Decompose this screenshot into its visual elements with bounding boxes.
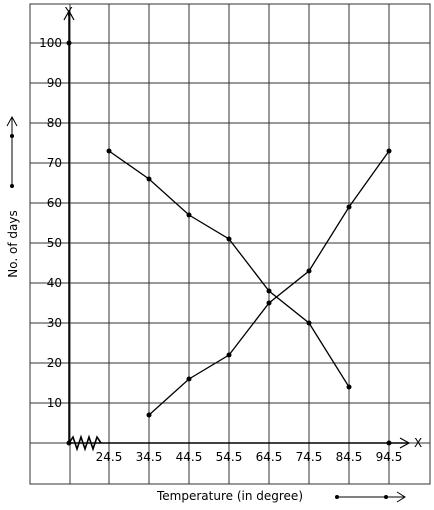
data-point [306,320,312,326]
y-tick-label: 90 [47,76,62,90]
data-point [226,236,232,242]
axes [63,9,411,449]
data-point [346,204,352,210]
data-point [346,384,352,390]
y-tick-label: 100 [39,36,62,50]
grid [30,4,430,484]
data-point [266,288,272,294]
x-tick-label: 54.5 [216,450,243,464]
data-point [186,212,192,218]
x-tick-label: 74.5 [296,450,323,464]
y-tick-label: 20 [47,356,62,370]
x-tick-label: 84.5 [336,450,363,464]
y-axis-letter: Y [64,5,73,19]
y-direction-arrow-icon [6,115,18,188]
x-tick-label: 94.5 [376,450,403,464]
y-tick-label: 10 [47,396,62,410]
x-axis-label: Temperature (in degree) [156,489,303,503]
data-point [146,412,152,418]
data-point [266,300,272,306]
y-tick-label: 30 [47,316,62,330]
data-point [146,176,152,182]
x-axis-letter: X [414,436,422,450]
data-point [186,376,192,382]
x-tick-label: 64.5 [256,450,283,464]
x-direction-arrow-icon [335,491,406,503]
y-tick-label: 70 [47,156,62,170]
y-tick-label: 50 [47,236,62,250]
series-1 [106,148,352,390]
x-tick-label: 44.5 [176,450,203,464]
x-tick-label: 24.5 [96,450,123,464]
y-axis-end-point [66,40,72,46]
chart-frame [29,3,431,485]
y-axis-label: No. of days [6,210,20,277]
series-2 [146,148,392,418]
data-point [106,148,112,154]
x-tick-label: 34.5 [136,450,163,464]
axis-break-icon [68,434,102,452]
x-axis-end-point [386,440,392,446]
series-group [106,148,392,418]
y-tick-label: 80 [47,116,62,130]
y-tick-label: 60 [47,196,62,210]
x-axis-arrowhead-icon [399,437,411,449]
data-point [386,148,392,154]
data-point [306,268,312,274]
y-tick-label: 40 [47,276,62,290]
tick-labels: 10 20 30 40 50 60 70 80 90 100 24.5 34.5 44.5 54.5 64.… [39,36,402,464]
data-point [226,352,232,358]
y-axis-arrowhead-icon [63,9,75,21]
